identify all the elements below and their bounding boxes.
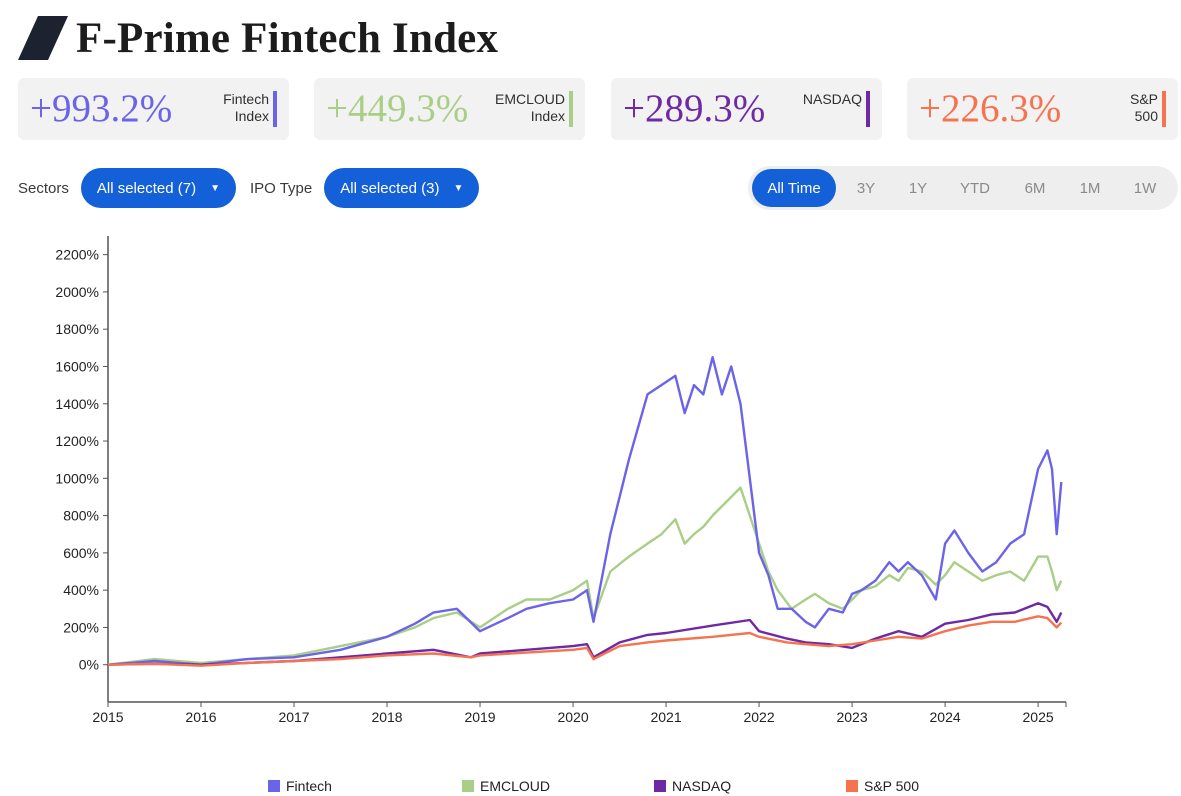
- x-tick-label: 2016: [185, 709, 216, 725]
- x-tick-label: 2025: [1023, 709, 1054, 725]
- series-line-s-p-500: [107, 615, 1063, 667]
- filter-bar: Sectors All selected (7) ▼ IPO Type All …: [18, 168, 493, 208]
- chart-legend: Fintech EMCLOUD NASDAQ S&P 500: [0, 778, 1181, 796]
- sectors-label: Sectors: [18, 179, 69, 197]
- range-1y-button[interactable]: 1Y: [908, 179, 928, 197]
- series-line-nasdaq: [107, 602, 1063, 666]
- legend-label: NASDAQ: [672, 778, 732, 794]
- page-title: F-Prime Fintech Index: [76, 14, 499, 62]
- ipo-type-dropdown-value: All selected (3): [340, 179, 440, 197]
- range-3y-button[interactable]: 3Y: [856, 179, 876, 197]
- time-range-selector: All Time 3Y 1Y YTD 6M 1M 1W: [748, 166, 1178, 210]
- kpi-value: +226.3%: [919, 87, 1062, 130]
- header: F-Prime Fintech Index: [18, 12, 498, 64]
- legend-item-fintech[interactable]: Fintech: [268, 778, 332, 794]
- kpi-card-sp500: +226.3% S&P 500: [907, 78, 1178, 140]
- chart-area: 0% 200% 400% 600% 800% 1000% 1200% 1400% 1600% 18…: [0, 226, 1181, 796]
- legend-swatch: [654, 780, 666, 792]
- x-tick-label: 2015: [92, 709, 123, 725]
- legend-swatch: [268, 780, 280, 792]
- legend-label: Fintech: [286, 778, 332, 794]
- x-tick-label: 2020: [557, 709, 588, 725]
- y-tick-label: 1800%: [55, 321, 99, 337]
- series-line-fintech: [107, 356, 1063, 666]
- x-tick-label: 2024: [930, 709, 961, 725]
- x-tick-label: 2023: [836, 709, 867, 725]
- range-6m-button[interactable]: 6M: [1024, 179, 1046, 197]
- kpi-value: +289.3%: [623, 87, 766, 130]
- y-tick-label: 0%: [79, 657, 99, 673]
- y-tick-label: 1200%: [55, 433, 99, 449]
- kpi-card-nasdaq: +289.3% NASDAQ: [611, 78, 882, 140]
- kpi-label: NASDAQ: [802, 91, 862, 107]
- range-1m-button[interactable]: 1M: [1079, 179, 1101, 197]
- legend-item-nasdaq[interactable]: NASDAQ: [654, 778, 731, 794]
- legend-item-emcloud[interactable]: EMCLOUD: [462, 778, 550, 794]
- caret-down-icon: ▼: [453, 182, 464, 194]
- kpi-card-emcloud: +449.3% EMCLOUD Index: [314, 78, 585, 140]
- x-tick-label: 2017: [278, 709, 309, 725]
- f-prime-logo-icon: [18, 16, 68, 60]
- kpi-color-bar: [1162, 91, 1166, 127]
- y-tick-label: 1600%: [55, 358, 99, 374]
- kpi-color-bar: [569, 91, 573, 127]
- sectors-dropdown[interactable]: All selected (7) ▼: [80, 168, 236, 208]
- x-tick-label: 2019: [464, 709, 495, 725]
- sectors-dropdown-value: All selected (7): [96, 179, 197, 197]
- kpi-label: Fintech Index: [223, 91, 269, 124]
- y-tick-label: 600%: [63, 545, 99, 561]
- y-tick-label: 2200%: [55, 247, 99, 263]
- kpi-card-fintech: +993.2% Fintech Index: [18, 78, 289, 140]
- performance-line-chart: 0% 200% 400% 600% 800% 1000% 1200% 1400% 1600% 18…: [55, 236, 1067, 725]
- kpi-color-bar: [273, 91, 277, 127]
- ipo-type-label: IPO Type: [249, 179, 313, 197]
- range-ytd-button[interactable]: YTD: [960, 179, 990, 197]
- kpi-label: EMCLOUD Index: [494, 91, 565, 124]
- y-tick-label: 400%: [63, 582, 99, 598]
- kpi-row: +993.2% Fintech Index +449.3% EMCLOUD In…: [18, 78, 1181, 140]
- legend-label: EMCLOUD: [480, 778, 551, 794]
- x-tick-label: 2021: [650, 709, 681, 725]
- kpi-value: +449.3%: [326, 87, 469, 130]
- x-tick-label: 2018: [371, 709, 402, 725]
- y-tick-label: 2000%: [55, 284, 99, 300]
- ipo-type-dropdown[interactable]: All selected (3) ▼: [324, 168, 480, 208]
- legend-label: S&P 500: [864, 778, 920, 794]
- y-tick-label: 200%: [63, 619, 99, 635]
- y-tick-label: 1400%: [55, 396, 99, 412]
- kpi-value: +993.2%: [30, 87, 173, 130]
- range-1w-button[interactable]: 1W: [1133, 179, 1157, 197]
- legend-item-sp500[interactable]: S&P 500: [846, 778, 919, 794]
- legend-swatch: [462, 780, 474, 792]
- x-tick-label: 2022: [743, 709, 774, 725]
- kpi-color-bar: [866, 91, 870, 127]
- caret-down-icon: ▼: [210, 182, 220, 194]
- y-tick-label: 800%: [63, 508, 99, 524]
- kpi-label: S&P 500: [1129, 91, 1158, 124]
- legend-swatch: [846, 780, 858, 792]
- y-tick-label: 1000%: [55, 470, 99, 486]
- range-all-time-button[interactable]: All Time: [752, 169, 836, 207]
